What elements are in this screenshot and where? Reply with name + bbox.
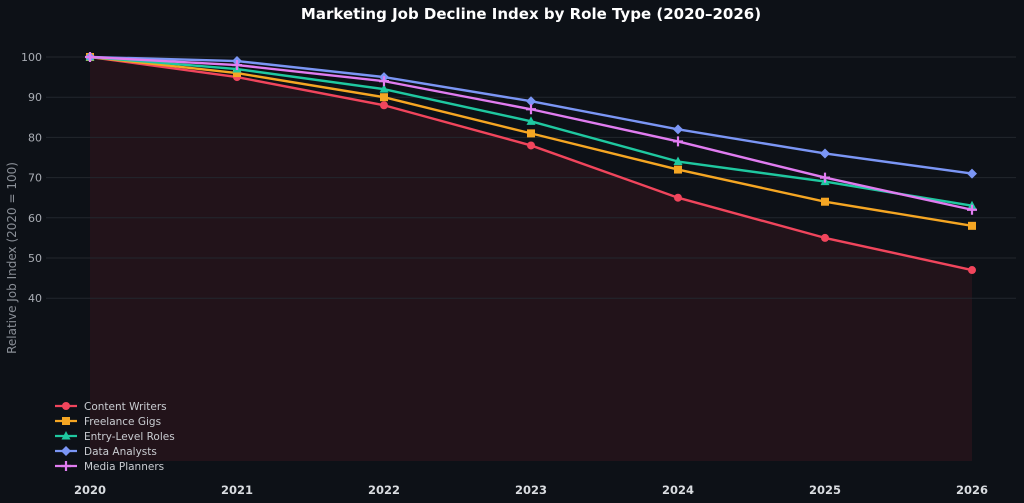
data-point bbox=[673, 124, 683, 135]
data-point bbox=[968, 221, 976, 230]
data-point bbox=[527, 129, 535, 138]
series-1 bbox=[86, 53, 976, 230]
data-point bbox=[820, 148, 830, 159]
series-layer bbox=[85, 52, 977, 275]
legend-marker bbox=[61, 431, 71, 440]
y-tick-label: 60 bbox=[28, 212, 42, 225]
legend-label: Data Analysts bbox=[84, 446, 157, 458]
data-point bbox=[968, 266, 976, 275]
legend-entry-4: Media Planners bbox=[55, 461, 164, 473]
legend-entry-0: Content Writers bbox=[55, 401, 167, 413]
y-tick-label: 40 bbox=[28, 292, 42, 305]
data-point bbox=[820, 172, 830, 183]
area-fill-0 bbox=[90, 57, 972, 461]
y-ticks: 40 50 60 70 80 90 100 bbox=[21, 51, 42, 305]
data-point bbox=[967, 168, 977, 179]
legend-label: Entry-Level Roles bbox=[84, 431, 175, 443]
legend-marker bbox=[62, 417, 70, 425]
data-point bbox=[674, 193, 682, 202]
y-tick-label: 100 bbox=[21, 51, 42, 64]
chart-title: Marketing Job Decline Index by Role Type… bbox=[301, 5, 761, 23]
data-point bbox=[821, 233, 829, 242]
data-point bbox=[527, 141, 535, 150]
data-point bbox=[673, 136, 683, 147]
legend-label: Freelance Gigs bbox=[84, 416, 161, 428]
y-tick-label: 70 bbox=[28, 172, 42, 185]
x-tick-label: 2023 bbox=[515, 483, 547, 497]
data-point bbox=[821, 197, 829, 206]
data-point bbox=[379, 76, 389, 87]
y-tick-label: 90 bbox=[28, 91, 42, 104]
grid-layer bbox=[46, 56, 1016, 299]
x-tick-label: 2020 bbox=[74, 483, 106, 497]
legend-entry-3: Data Analysts bbox=[55, 446, 157, 458]
data-point bbox=[85, 52, 95, 62]
x-tick-label: 2021 bbox=[221, 483, 253, 497]
x-tick-label: 2026 bbox=[956, 483, 988, 497]
x-tick-label: 2025 bbox=[809, 483, 841, 497]
x-tick-label: 2022 bbox=[368, 483, 400, 497]
x-tick-label: 2024 bbox=[662, 483, 694, 497]
data-point bbox=[673, 156, 683, 166]
y-tick-label: 50 bbox=[28, 252, 42, 265]
data-point bbox=[232, 60, 242, 71]
area-fill-layer bbox=[90, 57, 972, 461]
x-ticks: 2020 2021 2022 2023 2024 2025 2026 bbox=[74, 483, 988, 497]
data-point bbox=[674, 165, 682, 174]
y-tick-label: 80 bbox=[28, 131, 42, 144]
legend-label: Content Writers bbox=[84, 401, 167, 413]
legend-label: Media Planners bbox=[84, 461, 164, 473]
legend-marker bbox=[62, 402, 70, 410]
legend-marker bbox=[61, 461, 71, 471]
y-axis-label: Relative Job Index (2020 = 100) bbox=[5, 162, 19, 354]
data-point bbox=[967, 204, 977, 215]
data-point bbox=[526, 104, 536, 115]
series-4 bbox=[85, 52, 977, 215]
data-point bbox=[380, 101, 388, 110]
legend-entry-1: Freelance Gigs bbox=[55, 416, 161, 428]
data-point bbox=[526, 116, 536, 125]
legend-entry-2: Entry-Level Roles bbox=[55, 431, 175, 443]
data-point bbox=[233, 69, 241, 78]
legend: Content Writers Freelance Gigs Entry-Level… bbox=[55, 401, 175, 473]
data-point bbox=[379, 84, 389, 93]
legend-marker bbox=[61, 446, 71, 456]
data-point bbox=[526, 96, 536, 107]
data-point bbox=[380, 93, 388, 102]
